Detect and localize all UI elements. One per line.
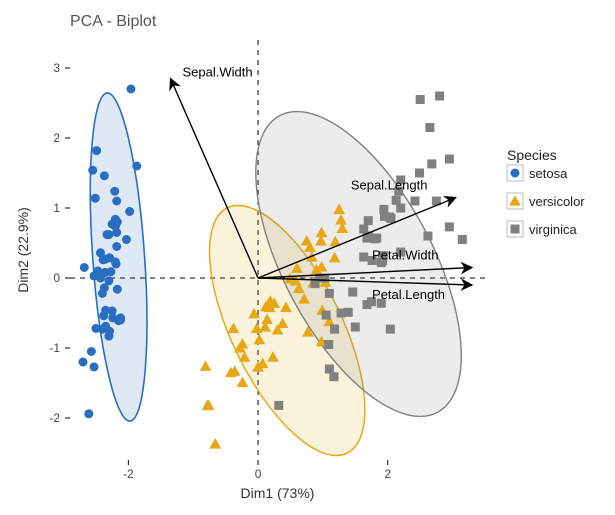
point-setosa [112, 242, 121, 251]
x-tick-label: 0 [255, 467, 262, 481]
y-tick-label: 3 [53, 61, 60, 75]
point-virginica [359, 253, 368, 262]
point-setosa [104, 230, 113, 239]
point-setosa [112, 197, 121, 206]
figure: PCA - Biplot -2 0 2 -2 -1 0 1 2 3 Sepal.Width Sepal… [0, 0, 615, 515]
point-virginica [324, 340, 333, 349]
point-virginica [427, 159, 436, 168]
point-setosa [101, 322, 110, 331]
point-setosa [87, 347, 96, 356]
legend-label: versicolor [529, 194, 585, 209]
point-setosa [100, 171, 109, 180]
point-virginica [386, 325, 395, 334]
y-tick-label: -1 [49, 341, 60, 355]
point-virginica [329, 372, 338, 381]
point-virginica [415, 169, 424, 178]
legend-label: virginica [529, 222, 577, 237]
legend-item-versicolor: versicolor [507, 193, 585, 209]
point-setosa [91, 194, 100, 203]
point-setosa [84, 409, 93, 418]
legend-title: Species [507, 147, 557, 163]
point-setosa [132, 162, 141, 171]
point-setosa [100, 283, 109, 292]
point-virginica [396, 204, 405, 213]
point-setosa [125, 207, 134, 216]
point-virginica [392, 196, 401, 205]
point-virginica [337, 309, 346, 318]
x-tick-label: -2 [123, 467, 134, 481]
legend-label: setosa [529, 166, 568, 181]
point-virginica [416, 95, 425, 104]
point-setosa [113, 285, 122, 294]
plot-title: PCA - Biplot [70, 13, 157, 30]
point-setosa [110, 187, 119, 196]
point-virginica [445, 155, 454, 164]
point-setosa [80, 263, 89, 272]
point-setosa [78, 358, 87, 367]
y-tick-label: -2 [49, 411, 60, 425]
pca-biplot-svg: PCA - Biplot -2 0 2 -2 -1 0 1 2 3 Sepal.Width Sepal… [0, 0, 615, 515]
point-virginica [379, 205, 388, 214]
vector-label-Sepal.Length: Sepal.Length [351, 178, 428, 193]
point-virginica [351, 323, 360, 332]
point-virginica [325, 365, 334, 374]
point-virginica [274, 401, 283, 410]
point-virginica [322, 311, 331, 320]
vector-label-Sepal.Width: Sepal.Width [183, 65, 253, 80]
point-setosa [89, 362, 98, 371]
legend-item-virginica: virginica [507, 221, 577, 237]
y-tick-label: 2 [53, 131, 60, 145]
point-setosa [92, 146, 101, 155]
point-virginica [435, 92, 444, 101]
x-tick-label: 2 [384, 467, 391, 481]
legend-marker-virginica [511, 225, 520, 234]
point-setosa [101, 306, 110, 315]
point-virginica [458, 235, 467, 244]
point-setosa [93, 267, 102, 276]
point-setosa [126, 85, 135, 94]
legend-item-setosa: setosa [507, 165, 568, 181]
point-setosa [122, 235, 131, 244]
point-virginica [386, 214, 395, 223]
point-virginica [372, 234, 381, 243]
point-virginica [423, 232, 432, 241]
point-virginica [425, 123, 434, 132]
point-virginica [325, 289, 334, 298]
point-virginica [362, 300, 371, 309]
point-setosa [114, 316, 123, 325]
point-setosa [112, 228, 121, 237]
y-tick-label: 1 [53, 201, 60, 215]
point-setosa [96, 248, 105, 257]
point-virginica [445, 222, 454, 231]
point-virginica [330, 325, 339, 334]
point-setosa [88, 166, 97, 175]
vector-label-Petal.Width: Petal.Width [372, 248, 438, 263]
x-axis-title: Dim1 (73%) [241, 485, 315, 501]
vector-label-Petal.Length: Petal.Length [372, 287, 445, 302]
point-virginica [348, 288, 357, 297]
y-axis-title: Dim2 (22.9%) [15, 207, 31, 293]
point-setosa [111, 257, 120, 266]
legend-marker-setosa [511, 169, 520, 178]
point-setosa [91, 324, 100, 333]
point-virginica [410, 197, 419, 206]
y-tick-label: 0 [53, 271, 60, 285]
point-virginica [364, 216, 373, 225]
